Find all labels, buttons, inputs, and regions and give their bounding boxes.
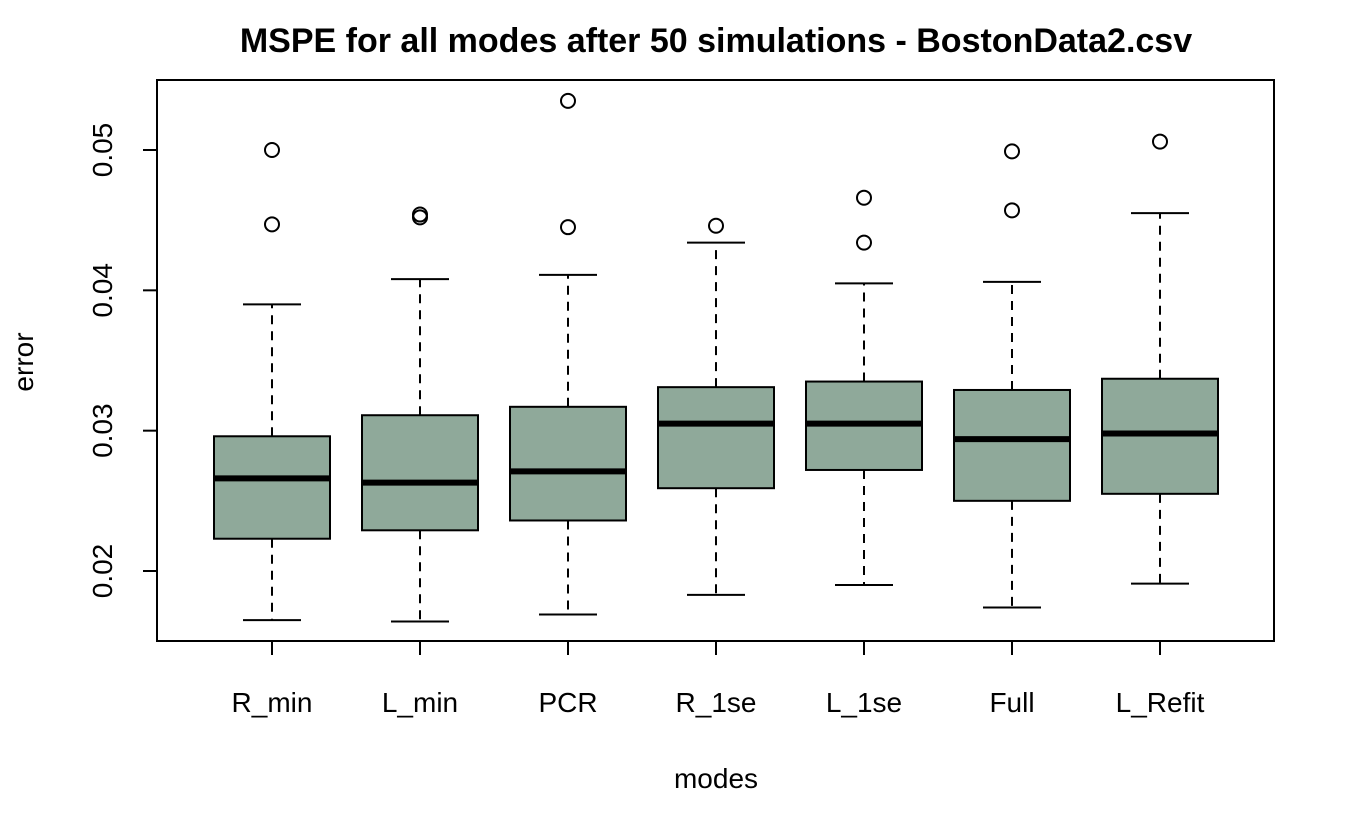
x-tick-label: L_min	[382, 687, 458, 718]
box-l-1se	[805, 189, 923, 587]
box-r-1se	[657, 217, 775, 596]
x-axis-label: modes	[674, 763, 758, 794]
outlier-point	[1004, 143, 1020, 160]
outlier-point	[264, 216, 280, 233]
y-tick-label: 0.05	[87, 123, 118, 178]
y-tick-label: 0.02	[87, 544, 118, 599]
x-tick-label: R_1se	[676, 687, 757, 718]
chart-title: MSPE for all modes after 50 simulations …	[240, 22, 1192, 60]
x-axis: R_min L_min PCR R_1se L_1se Full L_Refit	[232, 640, 1205, 718]
y-axis-label: error	[8, 332, 39, 391]
box-l-min	[361, 206, 479, 623]
y-tick-label: 0.04	[87, 263, 118, 318]
iqr-box	[953, 388, 1071, 502]
x-tick-label: Full	[989, 687, 1034, 718]
box-pcr	[509, 92, 627, 616]
iqr-box	[213, 435, 331, 540]
x-tick-label: R_min	[232, 687, 313, 718]
outlier-point	[264, 142, 280, 158]
outlier-point	[1004, 202, 1020, 219]
outlier-point	[412, 206, 428, 223]
y-axis: 0.02 0.03 0.04 0.05	[87, 123, 158, 599]
iqr-box	[361, 414, 479, 532]
x-tick-label: L_1se	[826, 687, 902, 718]
outlier-point	[708, 217, 724, 234]
boxes-group	[213, 92, 1219, 623]
iqr-box	[657, 386, 775, 490]
outlier-point	[560, 219, 576, 236]
outlier-point	[856, 234, 872, 251]
iqr-box	[509, 405, 627, 522]
x-tick-label: PCR	[538, 687, 597, 718]
box-full	[953, 143, 1071, 609]
outlier-point	[1152, 133, 1168, 150]
y-tick-label: 0.03	[87, 403, 118, 458]
box-l-refit	[1101, 133, 1219, 585]
x-tick-label: L_Refit	[1116, 687, 1205, 718]
outlier-point	[856, 189, 872, 206]
box-r-min	[213, 142, 331, 622]
outlier-point	[560, 92, 576, 109]
